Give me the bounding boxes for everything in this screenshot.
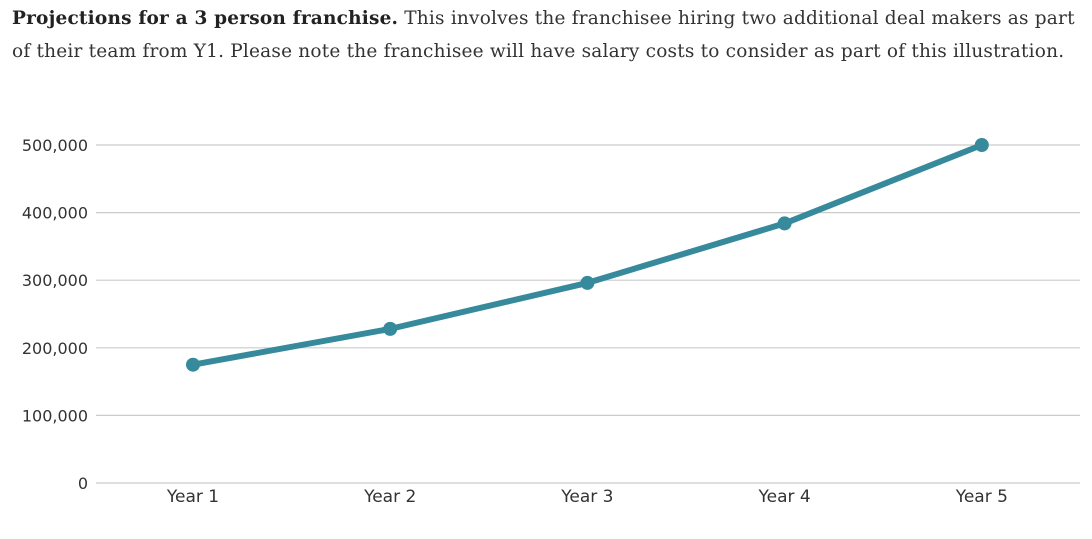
chart-description: Projections for a 3 person franchise. Th… <box>12 2 1082 68</box>
x-tick-label: Year 5 <box>955 487 1008 507</box>
x-tick-label: Year 3 <box>560 487 613 507</box>
y-tick-label: 300,000 <box>22 271 88 290</box>
chart-description-text: This involves the franchisee hiring two … <box>12 8 1075 62</box>
gridlines <box>96 144 1080 484</box>
series-layer <box>186 138 989 372</box>
y-tick-label: 100,000 <box>22 406 88 425</box>
y-tick-label: 200,000 <box>22 339 88 358</box>
data-point[interactable] <box>580 275 595 290</box>
y-tick-label: 500,000 <box>22 136 88 155</box>
x-tick-label: Year 2 <box>363 487 416 507</box>
y-axis-labels: 0 100,000 200,000 300,000 400,000 500,000 <box>22 136 88 493</box>
chart-description-bold: Projections for a 3 person franchise. <box>12 8 399 29</box>
data-point[interactable] <box>974 138 989 152</box>
y-tick-label: 400,000 <box>22 204 88 223</box>
x-tick-label: Year 4 <box>757 487 810 507</box>
y-tick-label: 0 <box>78 474 88 493</box>
x-axis-labels: Year 1 Year 2 Year 3 Year 4 Year 5 <box>166 487 1008 507</box>
data-point[interactable] <box>777 216 792 231</box>
data-point[interactable] <box>186 357 200 372</box>
data-point[interactable] <box>383 321 398 336</box>
series-line <box>190 142 985 368</box>
x-tick-label: Year 1 <box>166 487 219 507</box>
